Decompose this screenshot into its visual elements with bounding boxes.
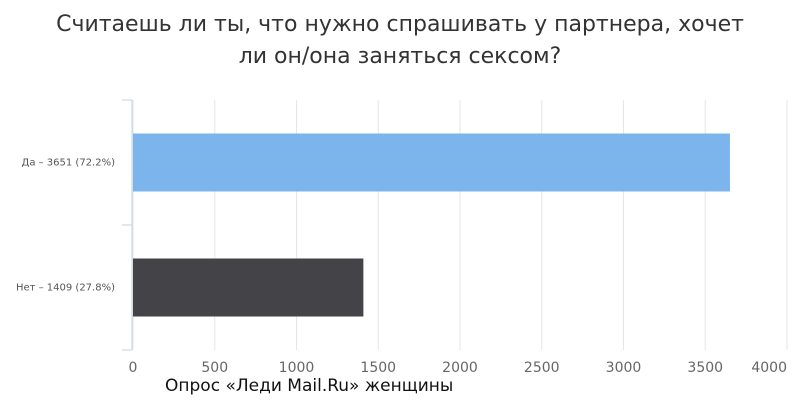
x-tick-label: 4000 <box>751 360 787 376</box>
caption: Опрос «Леди Mail.Ru» женщины <box>165 376 453 396</box>
chart-title: ли он/она заняться сексом? <box>239 44 562 69</box>
x-tick-label: 2000 <box>442 360 478 376</box>
chart-title: Считаешь ли ты, что нужно спрашивать у п… <box>56 12 744 37</box>
bar <box>133 258 364 317</box>
x-tick-label: 1500 <box>360 360 396 376</box>
x-tick-label: 0 <box>129 360 138 376</box>
y-tick-label: Нет – 1409 (27.8%) <box>16 283 115 294</box>
x-tick-label: 2500 <box>524 360 560 376</box>
x-tick-label: 1000 <box>279 360 315 376</box>
x-tick-label: 500 <box>201 360 228 376</box>
y-tick-label: Да – 3651 (72.2%) <box>22 158 116 169</box>
bar <box>133 133 730 192</box>
x-tick-label: 3000 <box>606 360 642 376</box>
x-tick-label: 3500 <box>687 360 723 376</box>
